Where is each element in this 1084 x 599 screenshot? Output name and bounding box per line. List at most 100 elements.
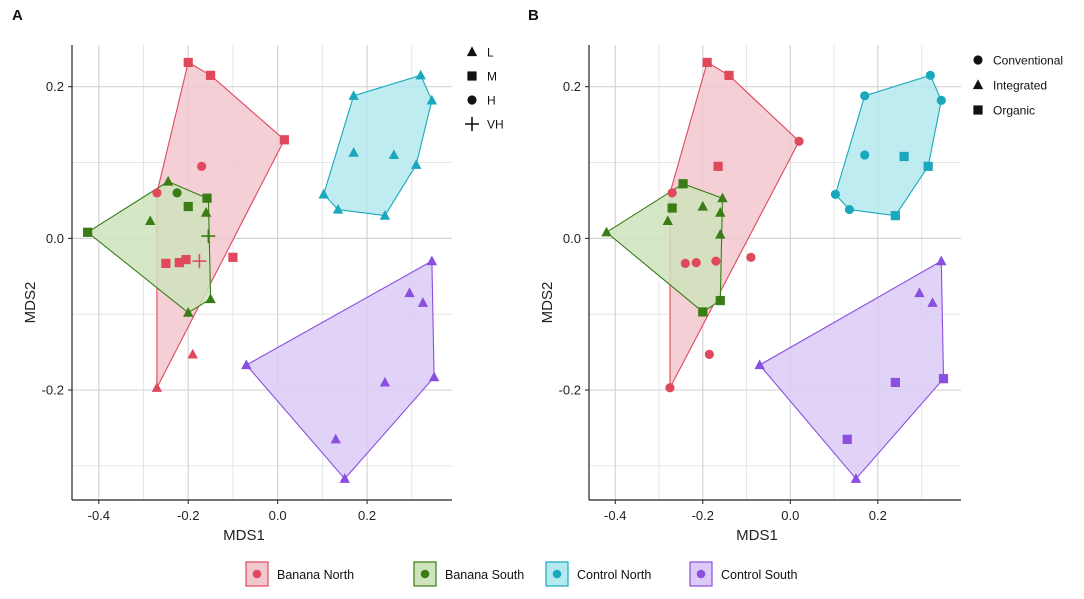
legend-label-m: M [487,70,497,84]
legend-circle-icon [973,55,983,65]
x-tick-label: -0.4 [88,508,110,523]
point-triangle [332,203,344,214]
legend-label-conventional: Conventional [993,54,1063,68]
series-banana-north [151,57,289,392]
x-tick-label: -0.4 [604,508,626,523]
point-square [724,70,734,80]
legend-cross-icon [465,117,479,131]
point-circle [667,188,677,198]
group-legend-label: Control South [721,568,797,582]
point-square [279,135,289,145]
point-square [161,258,171,268]
y-tick-label: 0.2 [563,79,581,94]
point-circle [197,161,207,171]
series-banana-south [83,175,216,317]
point-square [890,211,900,221]
point-square [228,252,238,262]
point-square [938,374,949,384]
point-triangle [662,215,673,226]
legend-square-icon [467,71,477,81]
point-cross [192,254,207,269]
group-legend-label: Banana South [445,568,524,582]
shape-legend: Conventional Integrated Organic [972,54,1063,118]
legend-label-vh: VH [487,118,504,132]
point-square [678,179,688,189]
panel-a: -0.4 -0.2 0.0 0.2 -0.2 0.0 0.2 MDS1 MDS2 A LMH VH [12,7,504,544]
point-triangle [697,200,708,211]
point-square [202,193,212,203]
point-square [715,295,725,306]
point-triangle [151,382,163,392]
point-circle [691,258,701,268]
point-triangle [187,348,198,359]
legend-label-organic: Organic [993,104,1035,118]
point-square [698,307,708,317]
point-circle [794,136,804,146]
point-triangle [339,473,350,483]
group-legend-dot [252,569,262,579]
point-circle [830,189,840,199]
point-square [174,258,184,268]
point-triangle [715,206,726,217]
point-square [83,227,93,237]
point-circle [172,188,182,198]
point-triangle [914,287,925,298]
point-triangle [426,255,438,266]
panel-label: B [528,7,539,24]
group-legend-dot [696,569,706,579]
point-circle [860,150,870,160]
x-tick-label: -0.2 [177,508,199,523]
group-legend-dot [420,569,430,579]
x-tick-label: 0.2 [869,508,887,523]
point-circle [711,256,721,266]
group-legend-label: Control North [577,568,651,582]
series-control-north [830,70,946,221]
x-axis-title: MDS1 [223,527,265,544]
point-circle [860,91,870,101]
legend-label-h: H [487,94,496,108]
group-legend-item-control-north: Control North [545,561,651,587]
x-axis-title: MDS1 [736,527,778,544]
point-circle [152,188,162,198]
group-legend-item-control-south: Control South [689,561,797,587]
series-control-south [754,255,949,483]
series-banana-south [601,179,728,317]
hull-banana-south [605,183,724,313]
legend-circle-icon [467,95,477,105]
y-tick-label: 0.0 [563,231,581,246]
legend-label-l: L [487,46,494,60]
group-legend: Banana North Banana South Control North Con… [245,561,797,587]
point-triangle [205,293,216,304]
point-circle [704,349,714,359]
point-triangle [379,376,391,387]
series-control-north [318,69,438,220]
group-legend-dot [552,569,562,579]
panel-b: -0.4 -0.2 0.0 0.2 -0.2 0.0 0.2 MDS1 MDS2 B Convent… [528,7,1063,544]
y-tick-label: 0.0 [46,231,64,246]
point-triangle [936,255,947,266]
point-square [890,377,900,388]
point-triangle [754,359,765,370]
y-tick-label: -0.2 [559,383,581,398]
point-square [713,161,723,171]
point-triangle [200,206,212,217]
point-triangle [417,297,429,307]
y-axis-title: MDS2 [539,282,556,324]
point-triangle [411,159,422,169]
x-tick-label: 0.2 [358,508,376,523]
point-triangle [717,192,728,203]
point-triangle [379,210,391,220]
point-triangle [428,371,440,382]
y-tick-label: -0.2 [42,383,64,398]
group-legend-item-banana-north: Banana North [245,561,354,587]
point-circle [925,70,935,80]
point-triangle [715,228,726,239]
point-circle [680,258,690,268]
point-triangle [162,175,174,186]
y-axis-title: MDS2 [22,282,39,324]
panel-label: A [12,7,23,24]
series-control-south [241,255,440,483]
point-square [842,434,852,444]
point-triangle [404,287,415,298]
